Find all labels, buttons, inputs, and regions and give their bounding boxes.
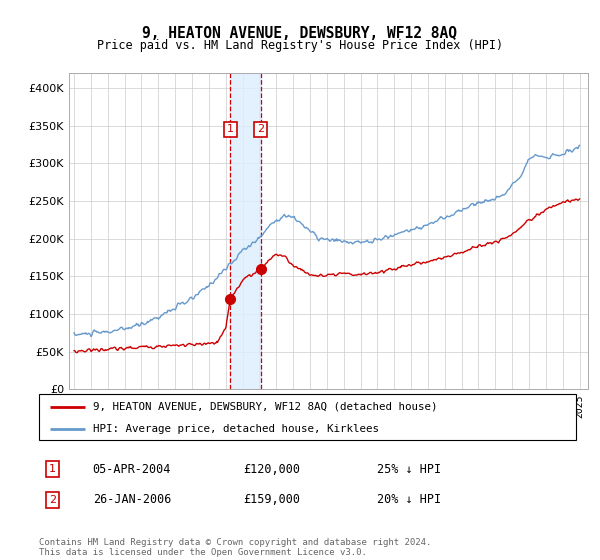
Text: 2: 2 [257, 124, 265, 134]
Text: 20% ↓ HPI: 20% ↓ HPI [377, 493, 442, 506]
Text: £159,000: £159,000 [243, 493, 300, 506]
Text: HPI: Average price, detached house, Kirklees: HPI: Average price, detached house, Kirk… [93, 423, 379, 433]
FancyBboxPatch shape [39, 394, 576, 440]
Text: 9, HEATON AVENUE, DEWSBURY, WF12 8AQ (detached house): 9, HEATON AVENUE, DEWSBURY, WF12 8AQ (de… [93, 402, 437, 412]
Text: Contains HM Land Registry data © Crown copyright and database right 2024.
This d: Contains HM Land Registry data © Crown c… [39, 538, 431, 557]
Text: 1: 1 [49, 464, 56, 474]
Text: 2: 2 [49, 495, 56, 505]
Text: 9, HEATON AVENUE, DEWSBURY, WF12 8AQ: 9, HEATON AVENUE, DEWSBURY, WF12 8AQ [143, 26, 458, 41]
Bar [230, 73, 261, 389]
Text: 26-JAN-2006: 26-JAN-2006 [93, 493, 171, 506]
Text: 1: 1 [227, 124, 234, 134]
Text: Price paid vs. HM Land Registry's House Price Index (HPI): Price paid vs. HM Land Registry's House … [97, 39, 503, 53]
Text: 05-APR-2004: 05-APR-2004 [93, 463, 171, 475]
Text: 25% ↓ HPI: 25% ↓ HPI [377, 463, 442, 475]
Text: £120,000: £120,000 [243, 463, 300, 475]
